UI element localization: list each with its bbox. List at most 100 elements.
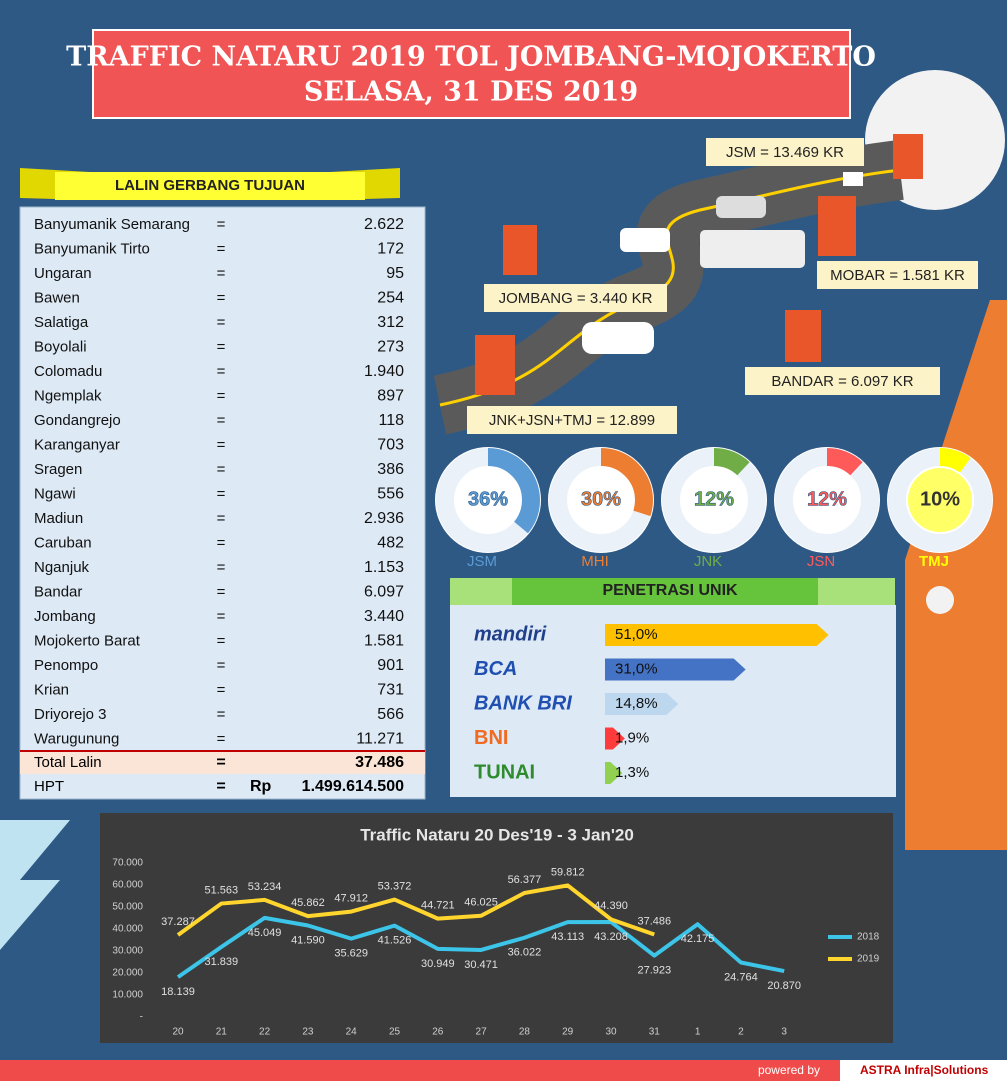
y-tick-label: 50.000 (112, 902, 143, 913)
gate-name: Banyumanik Semarang (34, 216, 190, 233)
equals: = (217, 534, 226, 551)
equals: = (217, 706, 226, 723)
line (176, 883, 655, 937)
banner-tail (450, 578, 895, 606)
data-label: 45.049 (248, 927, 282, 939)
label-box (745, 367, 940, 395)
equals: = (216, 778, 225, 795)
gate-value: 731 (377, 682, 404, 699)
total-label: Total Lalin (34, 754, 102, 771)
data-label: 59.812 (551, 866, 585, 878)
hpt-label: HPT (34, 778, 64, 795)
data-label: 44.721 (421, 900, 455, 912)
donut-name: TMJ (919, 553, 949, 570)
data-label: 24.764 (724, 971, 758, 983)
donut-label: 10% (920, 488, 960, 510)
currency: Rp (250, 778, 272, 795)
donut-hole (908, 468, 972, 532)
equals: = (217, 681, 226, 698)
road-line (439, 168, 901, 407)
equals: = (217, 583, 226, 600)
equals: = (217, 730, 226, 747)
donut-name: JSN (807, 553, 835, 570)
road-label: JSM = 13.469 KR (726, 144, 844, 161)
donut-hole (795, 468, 859, 532)
x-tick-label: 28 (519, 1027, 531, 1038)
y-tick-label: 10.000 (112, 990, 143, 1001)
donut-arc (436, 448, 540, 552)
equals: = (217, 657, 226, 674)
data-label: 43.208 (594, 931, 628, 943)
data-label: 44.390 (594, 900, 628, 912)
gate-name: Warugunung (34, 730, 119, 747)
gate-name: Salatiga (34, 314, 89, 331)
total-row (20, 751, 425, 774)
vehicles (582, 172, 863, 354)
x-tick-label: 26 (432, 1027, 444, 1038)
gate-value: 1.940 (364, 363, 404, 380)
data-label: 37.287 (161, 916, 195, 928)
decor (926, 586, 954, 614)
gate-name: Ngawi (34, 485, 76, 502)
gate-value: 2.936 (364, 510, 404, 527)
line (176, 915, 785, 979)
banner-text: LALIN GERBANG TUJUAN (115, 177, 305, 194)
equals: = (217, 485, 226, 502)
label-box (484, 284, 667, 312)
gate-value: 95 (386, 265, 404, 282)
equals: = (217, 608, 226, 625)
data-label: 53.234 (248, 881, 282, 893)
x-tick-label: 27 (476, 1027, 488, 1038)
gate-value: 118 (378, 412, 404, 429)
x-tick-label: 31 (649, 1027, 661, 1038)
equals: = (217, 436, 226, 453)
bank-logo: BCA (474, 658, 517, 680)
footer-text: powered by (758, 1063, 820, 1077)
road-label: BANDAR = 6.097 KR (771, 373, 913, 390)
bar-label: 31,0% (615, 660, 658, 677)
donut-hole (456, 468, 520, 532)
gate-value: 897 (377, 388, 404, 405)
gate-value: 482 (377, 535, 404, 552)
data-label: 36.022 (508, 947, 542, 959)
x-tick-label: 21 (216, 1027, 228, 1038)
donut-label: 12% (694, 488, 734, 510)
bar (605, 624, 829, 646)
x-tick-label: 20 (172, 1027, 184, 1038)
data-label: 46.025 (464, 897, 498, 909)
bank-logo: TUNAI (474, 761, 535, 783)
data-label: 20.870 (767, 980, 801, 992)
bank-logo: mandiri (474, 623, 547, 645)
bar (605, 762, 623, 784)
decor (0, 820, 70, 950)
donut-arc (549, 448, 653, 552)
banner-text: PENETRASI UNIK (602, 582, 738, 599)
data-label: 35.629 (334, 948, 368, 960)
donut-hole (682, 468, 746, 532)
gate-name: Penompo (34, 657, 98, 674)
gate-name: Madiun (34, 510, 83, 527)
gate-name: Driyorejo 3 (34, 706, 107, 723)
gate-value: 172 (377, 241, 404, 258)
footer-bar (0, 1060, 1007, 1081)
gate-value: 1.581 (364, 633, 404, 650)
data-label: 42.175 (681, 933, 715, 945)
title: SELASA, 31 DES 2019 (304, 77, 638, 108)
label-box (467, 406, 677, 434)
footer-brand: ASTRA Infra|Solutions (860, 1063, 989, 1077)
donut-label: 30% (581, 488, 621, 510)
gate-name: Banyumanik Tirto (34, 240, 150, 257)
gate-name: Karanganyar (34, 436, 120, 453)
bar (605, 693, 679, 715)
equals: = (216, 754, 225, 771)
equals: = (217, 363, 226, 380)
gate-value: 273 (377, 339, 404, 356)
data-label: 47.912 (334, 892, 368, 904)
donut-hole (569, 468, 633, 532)
toll-booths (475, 134, 923, 395)
gate-name: Jombang (34, 608, 96, 625)
equals: = (217, 314, 226, 331)
chart-title: Traffic Nataru 20 Des'19 - 3 Jan'20 (360, 825, 634, 844)
